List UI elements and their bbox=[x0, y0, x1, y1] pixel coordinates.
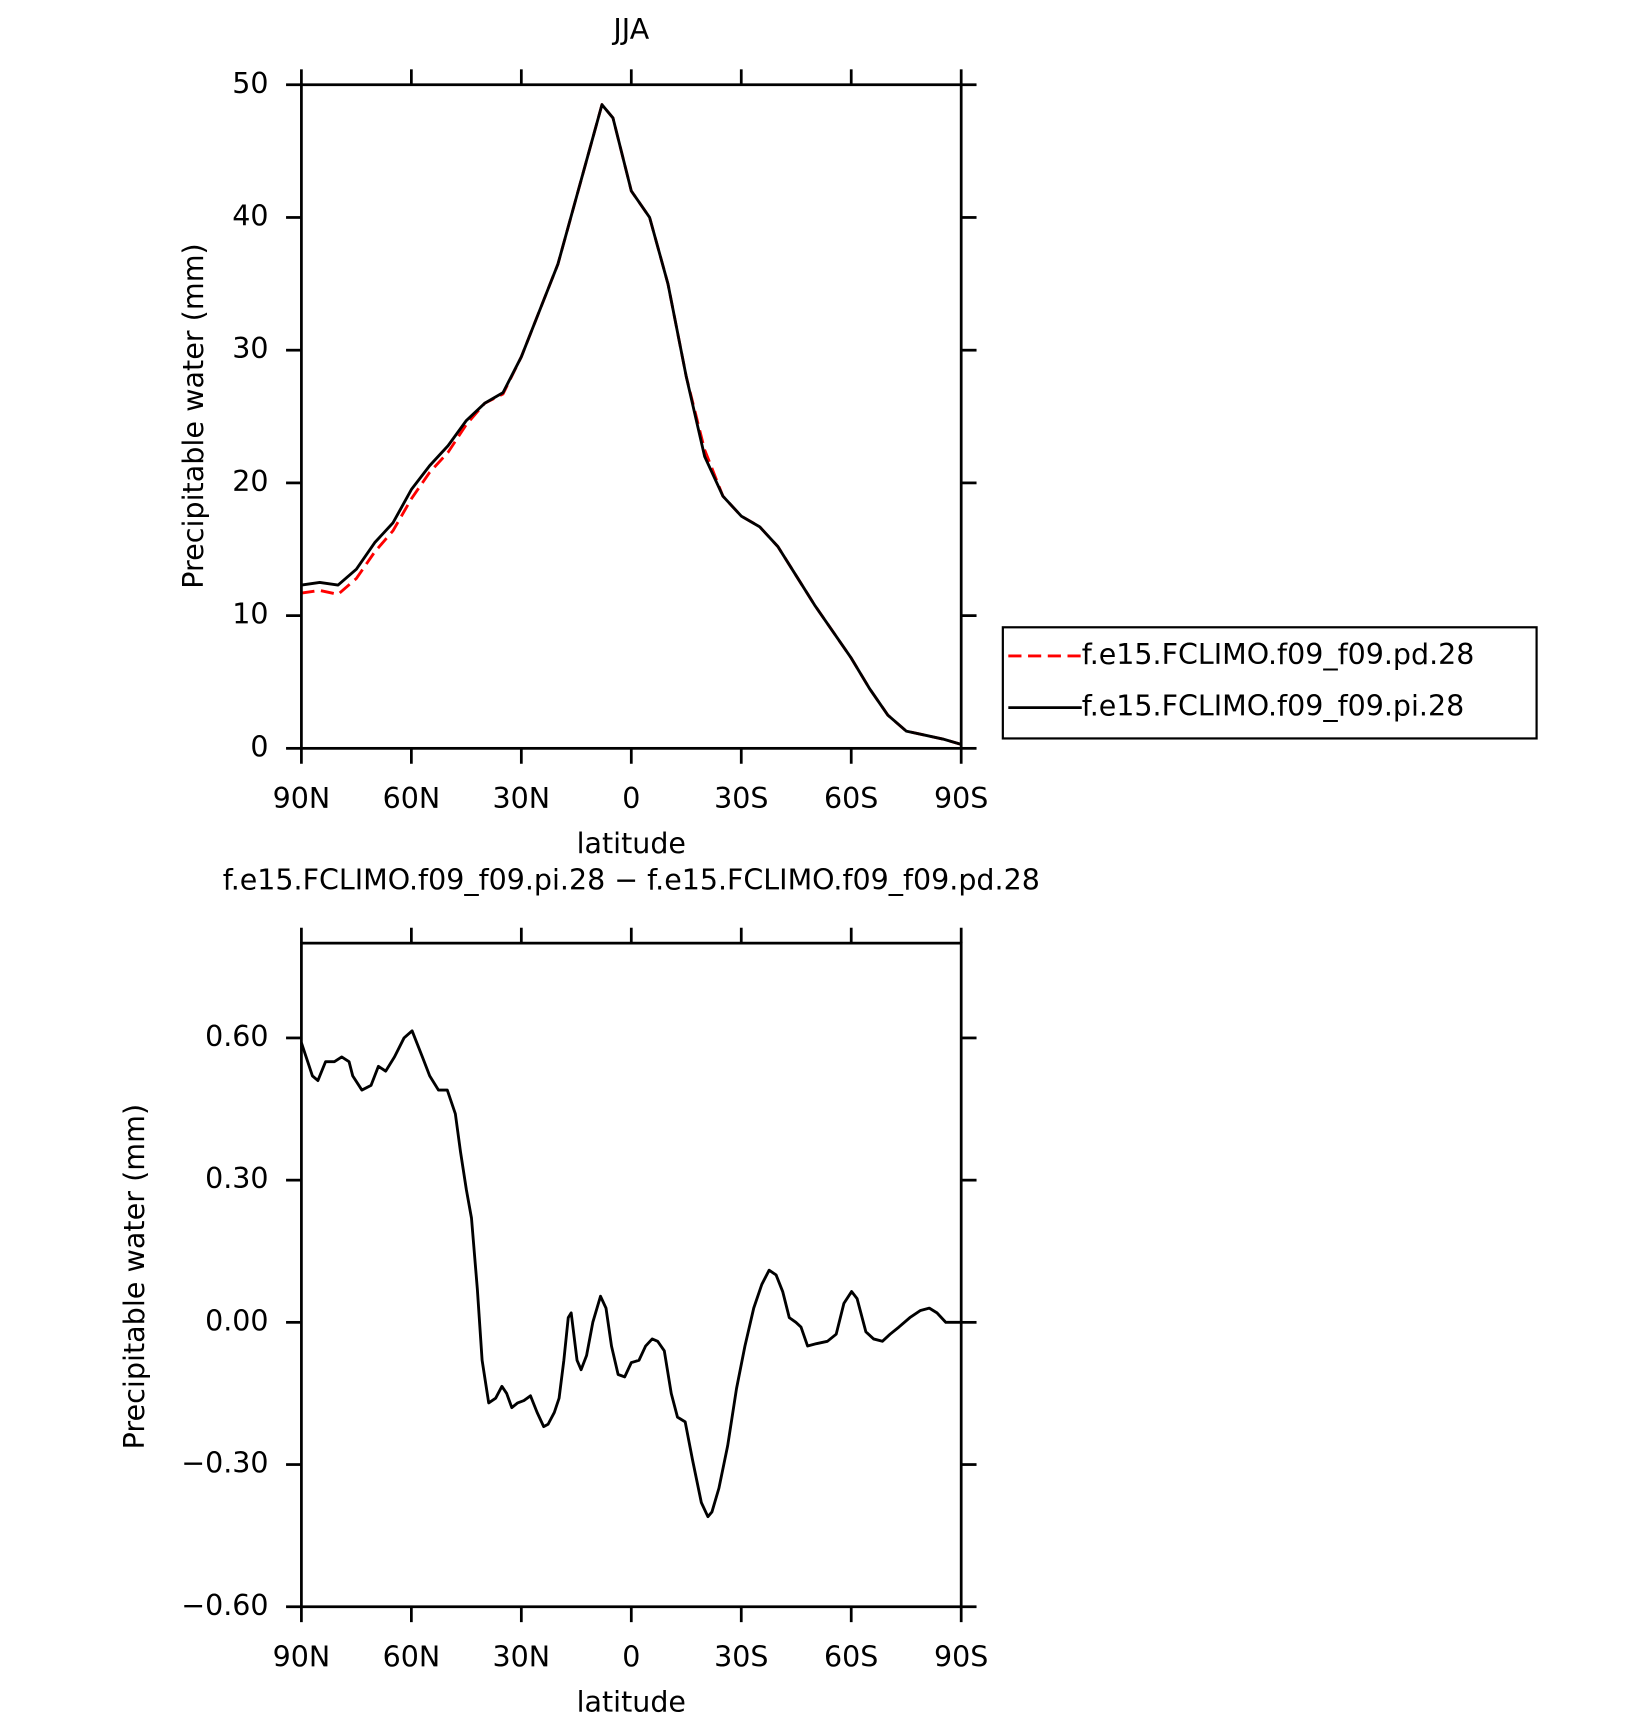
x-tick-label: 0 bbox=[622, 1639, 640, 1673]
data-line bbox=[300, 1029, 962, 1519]
x-tick-label: 60S bbox=[824, 1639, 878, 1673]
y-tick-label: 0.30 bbox=[205, 1161, 268, 1195]
x-tick-label: 30N bbox=[493, 781, 551, 815]
plot-frame bbox=[300, 83, 963, 750]
chart-title: f.e15.FCLIMO.f09_f09.pi.28 − f.e15.FCLIM… bbox=[223, 862, 1040, 896]
y-tick-label: 0 bbox=[250, 729, 268, 763]
x-tick-label: 60N bbox=[383, 781, 441, 815]
data-line bbox=[301, 103, 962, 746]
x-tick-label: 90N bbox=[273, 1639, 331, 1673]
y-tick-label: −0.30 bbox=[181, 1446, 268, 1480]
legend-label: f.e15.FCLIMO.f09_f09.pi.28 bbox=[1082, 689, 1464, 723]
y-axis-label: Precipitable water (mm) bbox=[176, 243, 210, 588]
x-tick-label: 60S bbox=[824, 781, 878, 815]
x-tick-label: 30S bbox=[714, 1639, 768, 1673]
x-axis-label: latitude bbox=[577, 826, 686, 860]
y-tick-label: 10 bbox=[232, 597, 268, 631]
chart-title: JJA bbox=[611, 12, 649, 46]
y-tick-label: 0.00 bbox=[205, 1303, 268, 1337]
x-axis-label: latitude bbox=[577, 1685, 686, 1719]
x-tick-label: 30N bbox=[493, 1639, 551, 1673]
x-tick-label: 90S bbox=[934, 1639, 988, 1673]
y-tick-label: 40 bbox=[232, 198, 268, 232]
x-tick-label: 30S bbox=[714, 781, 768, 815]
legend-label: f.e15.FCLIMO.f09_f09.pd.28 bbox=[1082, 637, 1475, 671]
x-tick-label: 90N bbox=[273, 781, 331, 815]
y-tick-label: 0.60 bbox=[205, 1019, 268, 1053]
x-tick-label: 60N bbox=[383, 1639, 441, 1673]
legend-box bbox=[1001, 626, 1538, 740]
x-tick-label: 0 bbox=[622, 781, 640, 815]
data-line bbox=[301, 103, 962, 746]
y-tick-label: 30 bbox=[232, 331, 268, 365]
y-tick-label: 20 bbox=[232, 464, 268, 498]
y-axis-label: Precipitable water (mm) bbox=[117, 1104, 151, 1449]
y-tick-label: −0.60 bbox=[181, 1588, 268, 1622]
y-tick-label: 50 bbox=[232, 66, 268, 100]
x-tick-label: 90S bbox=[934, 781, 988, 815]
